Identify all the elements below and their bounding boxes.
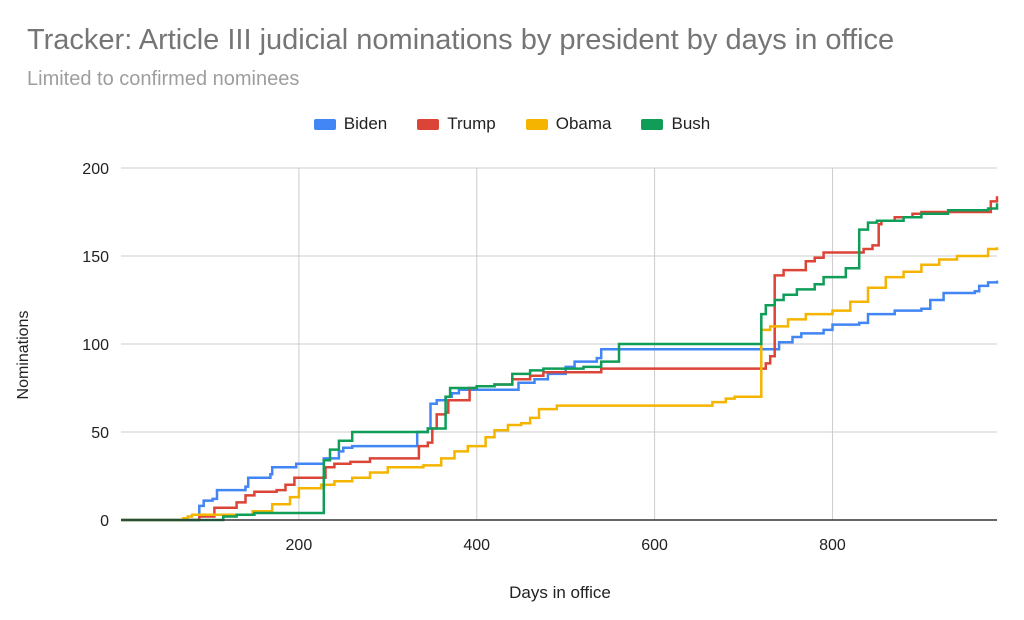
legend-label-obama: Obama	[555, 114, 612, 133]
x-axis-label: Days in office	[509, 583, 611, 602]
y-tick-label-150: 150	[82, 249, 109, 266]
x-tick-label-600: 600	[641, 537, 668, 554]
series-line-trump	[121, 196, 999, 522]
legend-item-biden[interactable]: Biden	[313, 114, 388, 134]
chart-subtitle: Limited to confirmed nominees	[27, 68, 300, 90]
legend: Biden Trump Obama Bush	[0, 114, 1024, 134]
series-line-biden	[121, 280, 999, 522]
y-tick-label-0: 0	[100, 513, 109, 530]
legend-label-biden: Biden	[343, 114, 388, 133]
x-tick-label-400: 400	[463, 537, 490, 554]
legend-swatch-trump	[417, 118, 440, 130]
legend-item-trump[interactable]: Trump	[417, 114, 496, 134]
legend-item-bush[interactable]: Bush	[641, 114, 710, 134]
legend-swatch-biden	[313, 118, 336, 130]
x-tick-label-800: 800	[819, 537, 846, 554]
legend-item-obama[interactable]: Obama	[525, 114, 612, 134]
chart-title: Tracker: Article III judicial nomination…	[27, 24, 895, 56]
x-tick-label-200: 200	[286, 537, 313, 554]
legend-label-bush: Bush	[671, 114, 711, 133]
legend-label-trump: Trump	[447, 114, 496, 133]
legend-swatch-obama	[525, 118, 548, 130]
y-tick-label-50: 50	[91, 425, 109, 442]
y-tick-label-100: 100	[82, 337, 109, 354]
series-line-obama	[121, 247, 999, 522]
series-line-bush	[121, 203, 999, 522]
legend-swatch-bush	[641, 118, 664, 130]
y-tick-label-200: 200	[82, 161, 109, 178]
